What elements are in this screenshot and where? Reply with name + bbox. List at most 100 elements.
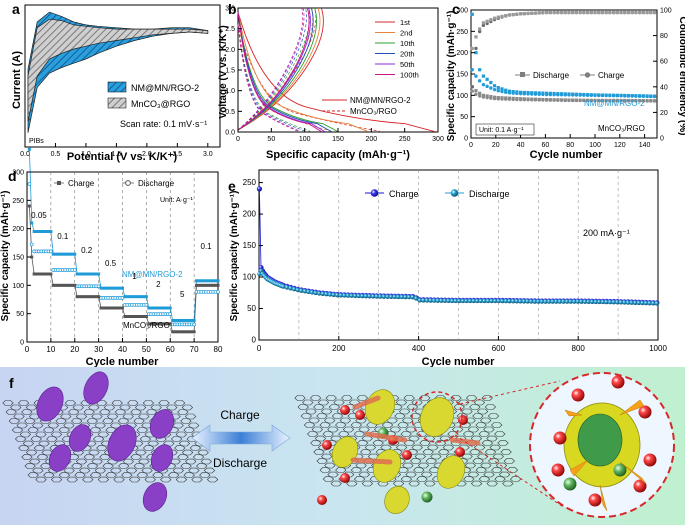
d-marker-mn-charge (73, 283, 77, 287)
c-marker-4 (481, 23, 486, 28)
e-xtick-label: 800 (572, 344, 586, 353)
e-xtick-label: 600 (492, 344, 506, 353)
k-ion-green (421, 491, 433, 503)
zoom-lightning (599, 484, 608, 512)
e-marker-Discharge (309, 290, 315, 295)
c-marker-5 (578, 10, 582, 15)
e-marker-Discharge (546, 299, 552, 304)
b-legend-label-100th: 100th (400, 71, 419, 80)
a-xtick-label: 1.0 (81, 151, 91, 158)
panel-a-letter: a (12, 1, 20, 17)
panel-a-xticks: 0.0 0.5 1.0 1.5 2.0 2.5 3.0 (20, 143, 213, 158)
c-marker-1 (533, 92, 538, 96)
e-marker-Discharge (414, 296, 419, 301)
d-xtick-label: 60 (166, 345, 175, 354)
c-marker-5 (556, 10, 560, 15)
d-marker-nm-charge (121, 286, 124, 290)
d-marker-nm-charge (173, 318, 177, 322)
zoom-k-ion (571, 388, 585, 402)
e-marker-Discharge (611, 299, 616, 305)
c-marker-1 (597, 93, 601, 98)
mnco3-particle (107, 424, 137, 462)
d-marker-nm-charge (216, 279, 220, 283)
d-marker-mn-charge (99, 306, 103, 310)
d-marker-nm-charge (185, 318, 189, 322)
e-marker-Discharge (317, 291, 322, 296)
c-y2tick-label: 20 (660, 110, 668, 117)
d-marker-nm-charge (156, 306, 160, 310)
d-marker-mn-charge (204, 283, 208, 287)
c-marker-5 (585, 10, 590, 15)
c-marker-1 (593, 93, 597, 98)
c-marker-3 (630, 99, 634, 103)
d-marker-nm-charge (109, 286, 113, 290)
c-marker-1 (500, 89, 504, 94)
d-marker-mn-charge (42, 272, 46, 276)
panel-b-plot (237, 7, 435, 133)
d-marker-mn-charge (128, 315, 132, 318)
d-marker-mn-charge (75, 295, 79, 299)
d-marker-nm-charge (175, 318, 179, 322)
b-legend-label-1st: 1st (400, 18, 411, 27)
a-xtick-label: 2.0 (142, 151, 152, 158)
c-marker-2 (474, 89, 478, 93)
e-marker-Discharge (435, 298, 440, 303)
a-xtick-label: 2.5 (172, 151, 182, 158)
ion-flow-arrow (449, 437, 481, 446)
e-marker-Discharge (424, 298, 430, 303)
zoom-k-ion (643, 453, 657, 467)
a-xtick-label: 0.5 (51, 151, 61, 158)
d-marker-mn-charge (68, 283, 72, 287)
b-xtick-label: 200 (365, 136, 377, 143)
d-marker-nm-charge (163, 306, 167, 310)
k-ion-red (458, 415, 468, 425)
d-marker-nm-charge (54, 252, 58, 256)
d-marker-mn-charge (144, 315, 148, 318)
c-marker-1 (604, 93, 608, 98)
e-marker-Discharge (554, 299, 559, 304)
c-marker-1 (600, 93, 605, 98)
mnco3-particle (36, 386, 64, 422)
c-ytick-label: 100 (456, 93, 468, 100)
d-marker-nm-charge (209, 279, 213, 283)
d-marker-nm-charge (97, 272, 101, 276)
panel-a: a 0.0 0.5 1.0 1.5 2.0 2.5 3.0 Potential (V vs.… (11, 1, 221, 163)
zoom-ion-green (563, 477, 577, 491)
e-marker-Discharge (500, 298, 505, 304)
e-marker-Discharge (410, 294, 415, 300)
c-marker-1 (611, 93, 616, 98)
e-marker-Discharge (607, 299, 613, 305)
c-ytick-label: 200 (456, 50, 468, 57)
d-marker-nm-charge (104, 286, 108, 290)
c-marker-5 (593, 10, 597, 15)
e-xtick-label: 0 (257, 344, 262, 353)
e-marker-Discharge (532, 299, 537, 304)
d-marker-mn-charge (51, 283, 55, 287)
c-marker-5 (626, 10, 631, 15)
b-xtick-label: 300 (432, 136, 444, 143)
d-marker-nm-charge (195, 279, 199, 283)
b-ytick-label: 0.0 (225, 130, 235, 137)
c-marker-3 (582, 98, 586, 103)
d-marker-nm-charge (130, 295, 134, 299)
d-xtick-label: 10 (46, 345, 55, 354)
d-marker-mn-charge (171, 330, 175, 334)
c-marker-3 (548, 98, 553, 102)
c-marker-3 (500, 97, 504, 101)
d-rate-label: 0.05 (31, 211, 47, 220)
d-marker-nm-charge (204, 279, 208, 283)
e-marker-Discharge (388, 294, 394, 299)
e-marker-Discharge (618, 300, 624, 305)
panel-d-rate-labels: 0.05 0.1 0.2 0.5 1 2 5 0.1 (31, 211, 212, 299)
c-marker-5 (563, 10, 567, 15)
c-marker-5 (567, 10, 571, 15)
e-marker-Discharge (485, 298, 491, 304)
d-marker-mn-charge (211, 283, 215, 287)
d-marker-mn-charge (142, 315, 146, 318)
e-marker-Charge (256, 186, 262, 192)
d-marker-mn-charge (106, 306, 110, 310)
d-xtick-label: 40 (118, 345, 127, 354)
e-marker-Discharge (374, 294, 379, 299)
c-marker-3 (552, 98, 556, 102)
d-marker-nm-charge (101, 286, 105, 290)
